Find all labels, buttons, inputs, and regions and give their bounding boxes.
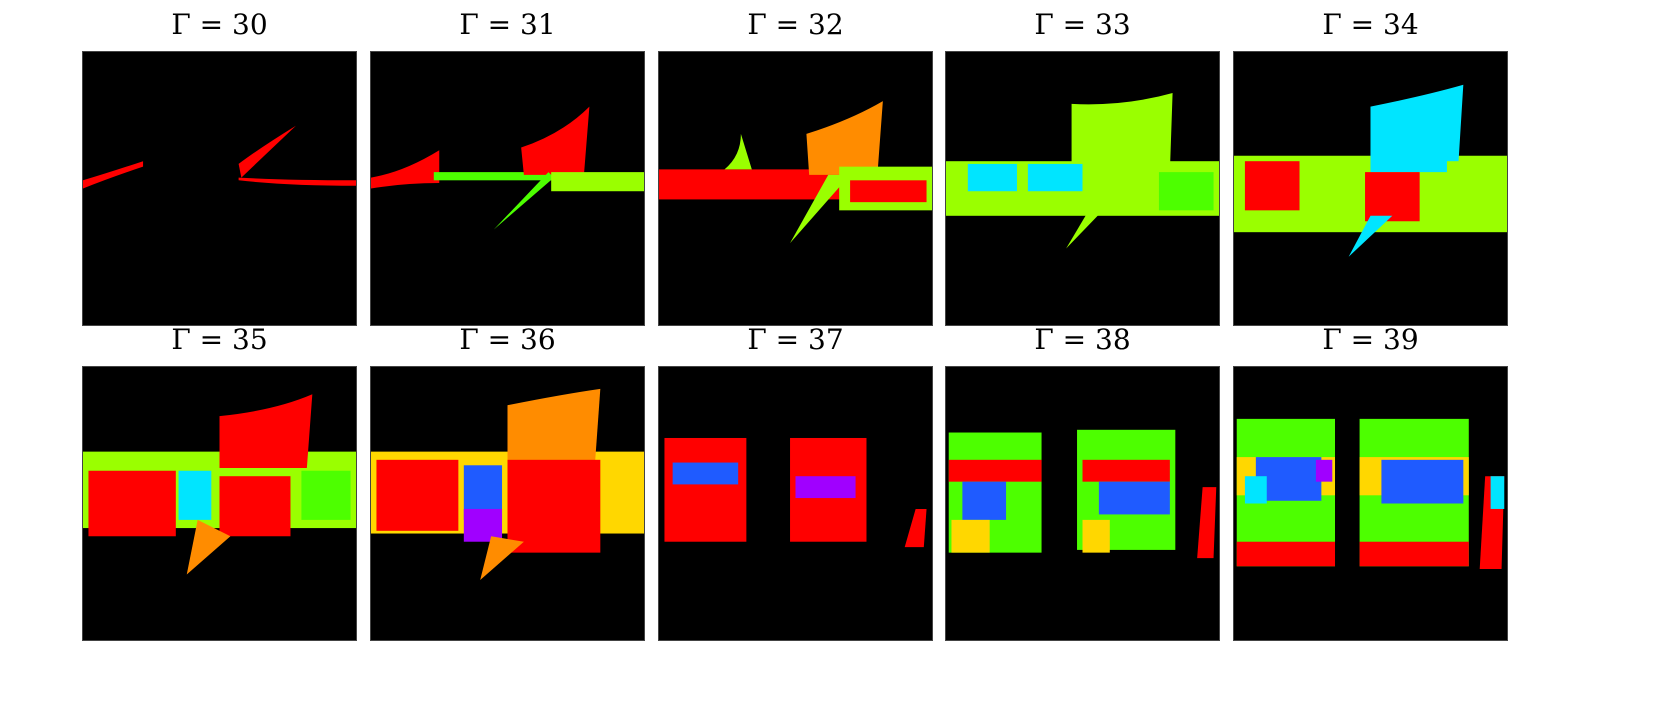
basin-region-lime	[724, 133, 752, 170]
basin-region-cyan	[1027, 163, 1083, 192]
plot-background	[83, 52, 356, 325]
basin-region-red	[1197, 487, 1217, 559]
basin-plot	[83, 367, 356, 640]
basin-region-lime	[1071, 92, 1173, 173]
basin-image	[370, 51, 645, 326]
basin-region-lime	[1066, 174, 1138, 249]
basin-region-red	[850, 180, 927, 203]
basin-region-red	[238, 125, 296, 178]
basin-region-cyan	[1370, 84, 1464, 173]
basin-region-red	[1082, 459, 1170, 482]
basin-region-red	[371, 150, 440, 189]
basin-image	[1233, 51, 1508, 326]
basin-plot	[371, 367, 644, 640]
basin-region-red	[1244, 161, 1300, 211]
basin-region-cyan	[1244, 476, 1267, 504]
basin-region-red	[1365, 172, 1420, 222]
basin-region-red	[1236, 541, 1336, 567]
basin-image	[82, 366, 357, 641]
basin-region-lime	[1446, 161, 1502, 216]
basin-region-orange	[480, 536, 524, 580]
panel-title: Γ = 35	[171, 323, 268, 356]
basin-image	[945, 51, 1220, 326]
basin-image	[658, 366, 933, 641]
basin-region-red	[88, 470, 176, 537]
basin-region-lime	[790, 174, 851, 244]
basin-region-purple	[1315, 459, 1333, 482]
basin-region-red	[376, 459, 459, 531]
basin-plot	[659, 367, 932, 640]
panel-title: Γ = 32	[747, 8, 844, 41]
basin-region-cyan	[1490, 476, 1505, 509]
basin-plot	[946, 367, 1219, 640]
basin-region-cyan	[178, 470, 212, 520]
basin-region-green	[301, 470, 351, 520]
basin-region-red	[219, 394, 313, 469]
basin-plot	[1234, 52, 1507, 325]
panel-title: Γ = 30	[171, 8, 268, 41]
basin-region-blue	[1255, 457, 1322, 501]
panel-title: Γ = 31	[459, 8, 556, 41]
basin-region-red	[521, 106, 590, 175]
basin-region-cyan	[1348, 215, 1393, 257]
basin-plot	[371, 52, 644, 325]
basin-region-lime	[551, 172, 644, 192]
panel-title: Γ = 39	[1322, 323, 1419, 356]
basin-region-red	[238, 177, 356, 186]
basin-region-red	[83, 161, 144, 189]
basin-region-red	[507, 459, 601, 553]
basin-region-green	[493, 172, 554, 230]
panel-title: Γ = 37	[747, 323, 844, 356]
basin-region-purple	[795, 476, 856, 499]
basin-region-blue	[1381, 459, 1464, 504]
basin-region-green	[433, 172, 584, 181]
basin-region-purple	[463, 508, 503, 542]
panel-title: Γ = 33	[1034, 8, 1131, 41]
basin-region-red	[219, 476, 291, 537]
basin-region-red	[1359, 541, 1469, 567]
basin-region-green	[1158, 172, 1214, 211]
panel-title: Γ = 38	[1034, 323, 1131, 356]
basin-region-red	[904, 508, 927, 548]
basin-region-orange	[186, 519, 231, 575]
basin-region-red	[948, 459, 1042, 482]
panel-title: Γ = 36	[459, 323, 556, 356]
basin-region-blue	[962, 481, 1007, 520]
basin-plot	[946, 52, 1219, 325]
basin-region-red	[664, 437, 747, 542]
basin-region-blue	[672, 462, 739, 485]
basin-region-yellow	[1082, 519, 1110, 553]
basin-image	[658, 51, 933, 326]
basin-region-blue	[1098, 481, 1170, 515]
basin-plot	[1234, 367, 1507, 640]
basin-image	[370, 366, 645, 641]
basin-region-cyan	[967, 163, 1017, 192]
basin-region-orange	[507, 388, 601, 466]
panel-title: Γ = 34	[1322, 8, 1419, 41]
basin-image	[945, 366, 1220, 641]
basin-region-yellow	[951, 519, 990, 553]
basin-plot	[83, 52, 356, 325]
basin-image	[1233, 366, 1508, 641]
basin-image	[82, 51, 357, 326]
basin-region-orange	[806, 101, 883, 175]
basin-plot	[659, 52, 932, 325]
